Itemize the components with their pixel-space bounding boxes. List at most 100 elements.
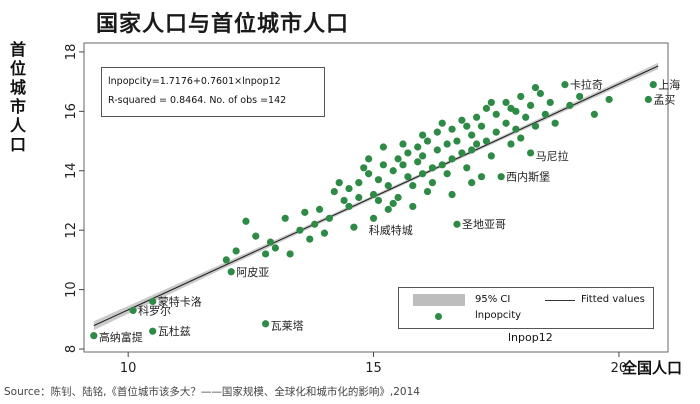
data-point (369, 190, 378, 199)
point-label: 卡拉奇 (570, 78, 603, 92)
data-point (222, 256, 230, 264)
data-point (379, 161, 387, 169)
data-point (531, 122, 540, 130)
data-point (409, 202, 417, 211)
data-point (355, 179, 363, 187)
data-point (482, 137, 491, 145)
data-point (394, 155, 402, 163)
data-point (512, 125, 520, 133)
legend-point-label: lnpopcity (475, 310, 522, 321)
data-point (384, 182, 392, 190)
data-point (261, 320, 270, 328)
y-tick-label: 8 (64, 345, 79, 353)
data-point (448, 190, 456, 199)
data-point (296, 226, 304, 234)
data-point (419, 152, 427, 160)
legend: 95% CI Fitted values lnpopcity (398, 287, 654, 329)
data-point (261, 250, 270, 258)
data-point (350, 223, 358, 231)
data-point (522, 113, 530, 121)
data-point (536, 89, 545, 98)
data-point (345, 202, 353, 211)
data-point (335, 179, 343, 187)
data-point (325, 214, 333, 222)
point-label: 高纳富提 (99, 330, 143, 344)
data-point (448, 125, 456, 133)
data-point (365, 155, 373, 163)
data-point (315, 205, 324, 213)
data-point (551, 119, 559, 127)
data-point (227, 268, 235, 276)
x-axis-title: lnpop12 (508, 331, 553, 344)
data-point (443, 170, 451, 178)
point-label: 阿皮亚 (236, 266, 269, 279)
data-point (453, 220, 461, 228)
data-point (301, 208, 309, 216)
data-point (423, 187, 432, 196)
data-point (531, 83, 540, 92)
x-tick-label: 15 (365, 361, 382, 376)
data-point (389, 167, 397, 175)
data-point (149, 297, 157, 306)
data-point (443, 140, 451, 148)
data-point (468, 146, 476, 154)
data-point (394, 193, 402, 202)
regression-stats: R-squared = 0.8464. No. of obs =142 (108, 95, 287, 106)
data-point (242, 217, 250, 225)
data-point (433, 128, 441, 136)
point-label: 蒙特卡洛 (158, 294, 202, 308)
data-point (419, 170, 427, 178)
data-point (266, 238, 275, 246)
y-tick-label: 12 (64, 222, 79, 239)
ci-swatch (413, 294, 465, 306)
data-point (311, 220, 319, 228)
point-label: 科威特城 (369, 223, 413, 237)
data-point (379, 143, 387, 151)
data-point (438, 119, 446, 127)
point-label: 瓦杜兹 (158, 324, 191, 338)
data-point (458, 149, 466, 157)
data-point (497, 173, 505, 181)
data-point (566, 101, 574, 109)
data-point (507, 140, 515, 148)
regression-equation: lnpopcity=1.7176+0.7601×lnpop12 (108, 76, 281, 87)
point-label: 马尼拉 (536, 149, 569, 163)
data-point (281, 214, 289, 222)
point-label: 上海 (658, 78, 680, 92)
data-point (360, 164, 368, 172)
data-point (448, 155, 456, 163)
x-axis-name: 全国人口 (622, 359, 683, 377)
data-point (345, 184, 353, 193)
data-point (90, 332, 98, 340)
y-axis-title: 首位城市人口 (9, 40, 26, 154)
data-point (438, 161, 446, 169)
data-point (374, 196, 383, 205)
data-point (517, 92, 525, 101)
data-point (468, 179, 476, 187)
data-point (492, 128, 500, 136)
point-label: 科罗尔 (138, 303, 171, 317)
data-point (369, 214, 378, 222)
data-point (517, 134, 525, 142)
data-point (473, 140, 481, 148)
x-tick-label: 20 (611, 361, 628, 376)
data-point (590, 110, 598, 118)
data-point (576, 92, 584, 101)
data-point (546, 98, 554, 107)
data-point (507, 104, 515, 112)
y-tick-label: 18 (64, 44, 79, 61)
data-point (492, 110, 500, 118)
data-point (419, 131, 427, 139)
data-point (428, 164, 437, 172)
y-tick-label: 16 (64, 103, 79, 120)
data-point (433, 146, 441, 154)
data-point (526, 101, 535, 109)
fit-line-swatch (545, 300, 575, 301)
data-point (541, 110, 549, 118)
data-point (374, 176, 383, 184)
data-point (399, 161, 407, 169)
data-point (423, 137, 432, 145)
y-tick-label: 14 (64, 162, 79, 179)
data-point (389, 199, 397, 208)
